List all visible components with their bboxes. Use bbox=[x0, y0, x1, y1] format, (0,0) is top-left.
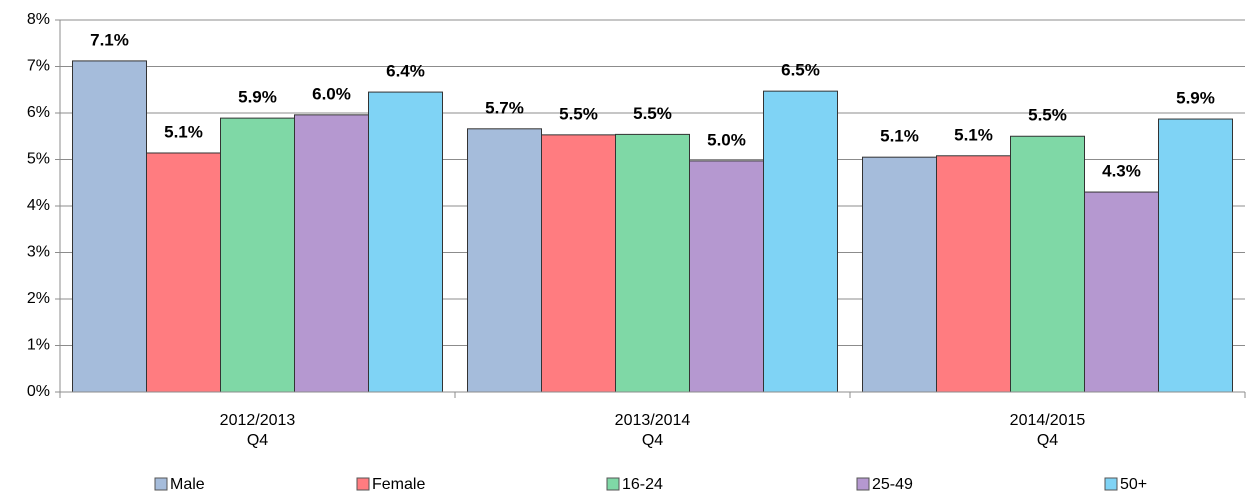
legend-marker bbox=[154, 477, 168, 491]
y-tick-label: 0% bbox=[27, 383, 50, 400]
value-label: 5.0% bbox=[707, 130, 746, 149]
x-tick-label: Q4 bbox=[1037, 432, 1058, 449]
bar bbox=[936, 155, 1011, 393]
value-label: 6.5% bbox=[781, 61, 820, 80]
value-label: 6.0% bbox=[312, 84, 351, 103]
bar bbox=[220, 117, 295, 393]
bar bbox=[615, 133, 690, 393]
bar bbox=[1010, 135, 1085, 393]
value-label: 5.9% bbox=[238, 88, 277, 107]
legend-label: 16-24 bbox=[622, 476, 663, 493]
bar bbox=[541, 134, 616, 393]
value-label: 7.1% bbox=[90, 30, 129, 49]
bar bbox=[294, 114, 369, 393]
x-tick-label: 2013/2014 bbox=[615, 412, 691, 429]
legend-label: 25-49 bbox=[872, 476, 913, 493]
value-label: 5.1% bbox=[164, 122, 203, 141]
y-tick-label: 2% bbox=[27, 290, 50, 307]
legend-marker bbox=[356, 477, 370, 491]
bar bbox=[1084, 191, 1159, 393]
value-label: 5.5% bbox=[1028, 106, 1067, 125]
x-tick-label: 2012/2013 bbox=[220, 412, 296, 429]
bar bbox=[862, 156, 937, 393]
y-tick-label: 7% bbox=[27, 58, 50, 75]
bar bbox=[146, 152, 221, 393]
y-tick-label: 5% bbox=[27, 151, 50, 168]
value-label: 5.7% bbox=[485, 98, 524, 117]
y-tick-label: 4% bbox=[27, 197, 50, 214]
bar bbox=[1158, 118, 1233, 393]
bar bbox=[368, 91, 443, 393]
value-label: 5.5% bbox=[633, 104, 672, 123]
y-tick-label: 1% bbox=[27, 337, 50, 354]
value-label: 6.4% bbox=[386, 62, 425, 81]
legend-label: Female bbox=[372, 476, 425, 493]
y-tick-label: 8% bbox=[27, 11, 50, 28]
legend-marker bbox=[606, 477, 620, 491]
x-tick-label: Q4 bbox=[247, 432, 268, 449]
bar bbox=[467, 128, 542, 393]
bar bbox=[689, 160, 764, 393]
x-tick-label: 2014/2015 bbox=[1010, 412, 1086, 429]
legend-marker bbox=[856, 477, 870, 491]
legend-label: 50+ bbox=[1120, 476, 1147, 493]
bar bbox=[763, 90, 838, 393]
legend-marker bbox=[1104, 477, 1118, 491]
y-tick-label: 3% bbox=[27, 244, 50, 261]
y-tick-label: 6% bbox=[27, 104, 50, 121]
value-label: 5.1% bbox=[880, 127, 919, 146]
value-label: 5.5% bbox=[559, 104, 598, 123]
value-label: 5.1% bbox=[954, 125, 993, 144]
bar bbox=[72, 60, 147, 393]
value-label: 4.3% bbox=[1102, 162, 1141, 181]
value-label: 5.9% bbox=[1176, 89, 1215, 108]
legend-label: Male bbox=[170, 476, 205, 493]
x-tick-label: Q4 bbox=[642, 432, 663, 449]
